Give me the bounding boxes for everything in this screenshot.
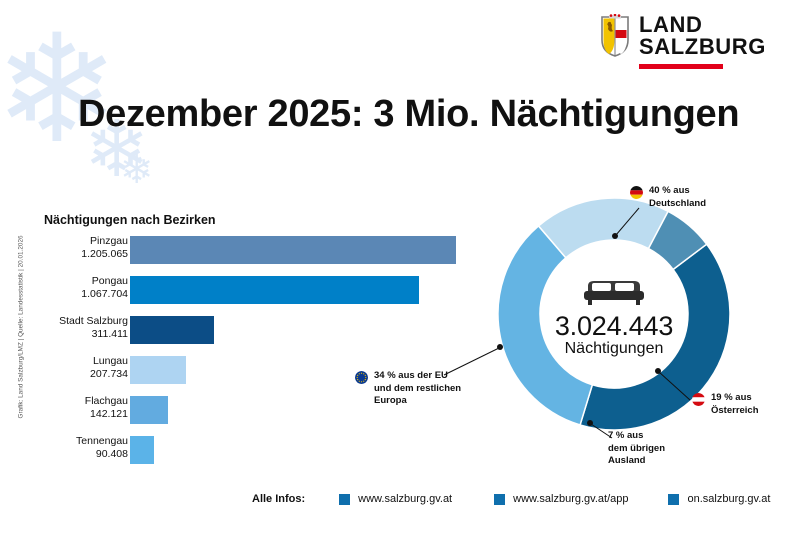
bar-label-group: Flachgau 142.121 (8, 395, 128, 422)
credit-line: Grafik: Land Salzburg/LMZ | Quelle: Land… (17, 235, 25, 419)
bar-value-label: 90.408 (95, 448, 128, 461)
callout-other-abroad: 7 % aus dem übrigen Ausland (608, 430, 665, 468)
bar-row: Stadt Salzburg 311.411 (0, 315, 470, 349)
bar-category-label: Tennengau (76, 435, 128, 447)
bar-chart: Pinzgau 1.205.065 Pongau 1.067.704 Stadt Sal… (0, 235, 470, 476)
info-square-icon (494, 493, 506, 505)
land-salzburg-logo: LAND SALZBURG (600, 12, 766, 69)
callout-germany-text: 40 % aus Deutschland (649, 185, 707, 209)
info-link-app-text: www.salzburg.gv.at/app (513, 493, 629, 505)
bar-value-label: 1.205.065 (81, 248, 128, 261)
logo-line-salzburg: SALZBURG (638, 34, 766, 60)
bar-row: Pinzgau 1.205.065 (0, 235, 470, 269)
bar-row: Tennengau 90.408 (0, 435, 470, 469)
bar-fill (130, 356, 187, 384)
bar-chart-heading: Nächtigungen nach Bezirken (44, 213, 216, 227)
info-square-icon (668, 493, 680, 505)
donut-center: 3.024.443 Nächtigungen (498, 198, 730, 430)
donut-center-value: 3.024.443 (554, 310, 674, 341)
callout-germany: 40 % aus Deutschland (630, 185, 706, 210)
bar-track (130, 236, 456, 264)
bar-label-group: Lungau 207.734 (8, 355, 128, 382)
bar-label-group: Tennengau 90.408 (8, 435, 128, 462)
bar-track (130, 276, 419, 304)
bar-category-label: Pongau (91, 275, 128, 287)
bar-category-label: Flachgau (84, 395, 128, 407)
bar-label-group: Stadt Salzburg 311.411 (8, 315, 128, 342)
bar-fill (130, 396, 169, 424)
bar-track (130, 356, 187, 384)
bar-row: Pongau 1.067.704 (0, 275, 470, 309)
snowflake-icon-tiny: ❄ (120, 148, 154, 192)
bar-track (130, 316, 215, 344)
all-infos-bar: Alle Infos: www.salzburg.gv.at www.salzb… (252, 493, 770, 505)
page-title: Dezember 2025: 3 Mio. Nächtigungen (78, 93, 740, 135)
logo-red-rule (638, 63, 723, 69)
logo-line-land: LAND (638, 12, 703, 37)
bed-icon (584, 280, 644, 305)
bar-fill (130, 316, 215, 344)
bar-track (130, 396, 169, 424)
info-square-icon (339, 493, 351, 505)
bar-category-label: Lungau (92, 355, 128, 367)
callout-austria: 19 % aus Österreich (692, 392, 759, 417)
info-link-website[interactable]: www.salzburg.gv.at (339, 493, 452, 505)
bar-category-label: Stadt Salzburg (59, 315, 128, 327)
bar-category-label: Pinzgau (90, 235, 128, 247)
snowflake-icon: ❄ (0, 5, 120, 173)
flag-germany-icon (630, 186, 643, 199)
snowflake-icon-small: ❄ (84, 105, 150, 193)
donut-slice (498, 224, 594, 426)
callout-other-abroad-text: 7 % aus dem übrigen Ausland (608, 430, 666, 467)
callout-austria-text: 19 % aus Österreich (711, 392, 759, 416)
bar-value-label: 311.411 (91, 328, 128, 341)
bar-fill (130, 436, 155, 464)
bar-value-label: 207.734 (90, 368, 128, 381)
all-infos-label: Alle Infos: (252, 493, 306, 505)
donut-slice (647, 210, 708, 271)
info-link-app[interactable]: www.salzburg.gv.at/app (494, 493, 628, 505)
info-link-on-text: on.salzburg.gv.at (687, 493, 771, 505)
flag-eu-icon (355, 371, 368, 384)
info-link-website-text: www.salzburg.gv.at (358, 493, 453, 505)
logo-wordmark: LAND SALZBURG (638, 12, 766, 69)
bar-fill (130, 276, 419, 304)
bar-track (130, 436, 155, 464)
callout-eu: 34 % aus der EU und dem restlichen Europ… (355, 370, 461, 408)
flag-austria-icon (692, 393, 705, 406)
bar-value-label: 142.121 (90, 408, 128, 421)
callout-eu-text: 34 % aus der EU und dem restlichen Europ… (374, 370, 462, 407)
coat-of-arms-icon (600, 14, 630, 58)
bar-label-group: Pinzgau 1.205.065 (8, 235, 128, 262)
bar-fill (130, 236, 456, 264)
info-link-on[interactable]: on.salzburg.gv.at (668, 493, 770, 505)
bar-row: Flachgau 142.121 (0, 395, 470, 429)
bar-label-group: Pongau 1.067.704 (8, 275, 128, 302)
bar-row: Lungau 207.734 (0, 355, 470, 389)
donut-center-label: Nächtigungen (564, 339, 664, 357)
bar-value-label: 1.067.704 (81, 288, 128, 301)
